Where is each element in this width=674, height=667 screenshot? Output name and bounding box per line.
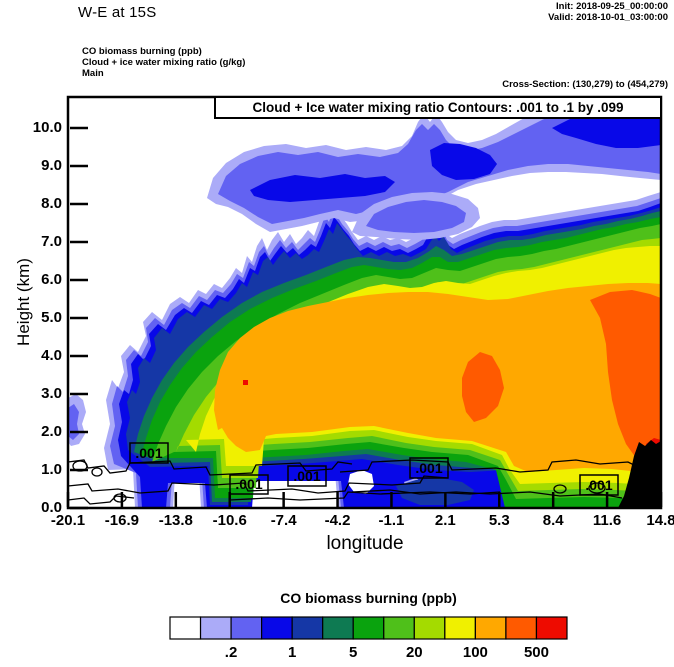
- colorbar-cell: [261, 616, 293, 640]
- colorbar-cell: [230, 616, 263, 640]
- cloud-ice-contour-line: [67, 475, 449, 494]
- colorbar-cell: [505, 616, 538, 640]
- y-tick-label: 0.0: [41, 499, 62, 516]
- x-axis-title: longitude: [326, 533, 404, 554]
- x-tick-label: 8.4: [542, 512, 564, 529]
- cloud-ice-contour-loop: [113, 493, 127, 503]
- y-tick-label: 10.0: [32, 119, 62, 136]
- x-tick-label: 11.6: [592, 512, 622, 529]
- contour-label: .001: [585, 477, 612, 493]
- cloud-ice-contour-line: [67, 495, 135, 505]
- co-hotspot-dot: [243, 380, 248, 385]
- surface-navy-core: [396, 478, 474, 505]
- colorbar-cell: [535, 616, 568, 640]
- valid-timestamp: Valid: 2018-10-01_03:00:00: [548, 12, 668, 23]
- y-tick-label: 9.0: [41, 157, 62, 174]
- x-tick-label: -7.4: [270, 512, 297, 529]
- x-tick-label: -1.1: [378, 512, 405, 529]
- contour-label-box: [129, 442, 169, 464]
- grid-label: Main: [82, 68, 104, 79]
- contour-label-box: [579, 474, 619, 496]
- init-timestamp: Init: 2018-09-25_00:00:00: [556, 1, 668, 12]
- cloud-ice-contour-loop: [91, 467, 103, 477]
- x-tick-label: -4.2: [324, 512, 351, 529]
- y-tick-label: 5.0: [41, 309, 62, 326]
- colorbar-cell: [474, 616, 507, 640]
- colorbar-label: 100: [462, 644, 488, 661]
- colorbar-cell: [199, 616, 232, 640]
- y-tick-label: 4.0: [41, 347, 62, 364]
- y-tick-label: 6.0: [41, 271, 62, 288]
- colorbar-cell: [444, 616, 476, 640]
- colorbar-label: 500: [523, 644, 549, 661]
- contour-note-box: [214, 96, 662, 119]
- y-tick-label: 3.0: [41, 385, 62, 402]
- x-tick-label: -20.1: [50, 512, 86, 529]
- contour-label-box: [229, 474, 269, 495]
- x-tick-label: -13.8: [158, 512, 193, 529]
- colorbar-cell: [291, 616, 324, 640]
- colorbar-cell: [383, 616, 415, 640]
- cloud-ice-contour-line: [67, 459, 353, 476]
- y-tick-label: 8.0: [41, 195, 62, 212]
- contour-label: .001: [235, 476, 262, 492]
- cloud-ice-contour-line: [229, 491, 501, 501]
- colorbar-label: 5: [349, 644, 358, 661]
- x-tick-label: -10.6: [212, 512, 247, 529]
- contour-label: .001: [135, 445, 162, 461]
- y-tick-label: 1.0: [41, 461, 62, 478]
- cloud-ice-contour-loop: [588, 482, 606, 494]
- field-label-cloud-ice: Cloud + ice water mixing ratio (g/kg): [82, 57, 246, 68]
- contour-label-box: [287, 465, 327, 487]
- contour-label: .001: [415, 460, 442, 476]
- x-tick-label: -16.9: [104, 512, 139, 529]
- colorbar-label: 1: [287, 644, 297, 661]
- x-tick-label: 5.3: [488, 512, 510, 529]
- colorbar-title: CO biomass burning (ppb): [280, 590, 457, 606]
- cloud-ice-contour-loop: [553, 484, 567, 494]
- cloud-ice-contour-line: [339, 459, 641, 473]
- x-tick-label: 14.8: [646, 512, 674, 529]
- co-hotspot-east: [590, 290, 661, 470]
- cloud-band-blue-core-west: [250, 174, 395, 202]
- co-plume-level-10: [214, 283, 661, 472]
- colorbar-cell: [169, 616, 202, 640]
- cross-section-label: Cross-Section: (130,279) to (454,279): [502, 79, 668, 90]
- contour-label-box: [409, 457, 449, 479]
- page-title: W-E at 15S: [78, 4, 157, 21]
- contour-label: .001: [293, 468, 320, 484]
- x-tick-label: 2.1: [434, 512, 456, 529]
- y-tick-label: 2.0: [41, 423, 62, 440]
- cloud-band-mid-inner: [366, 200, 466, 233]
- colorbar-label: 20: [405, 644, 423, 661]
- colorbar-cell: [413, 616, 446, 640]
- colorbar-label: .2: [224, 644, 238, 661]
- colorbar-cell: [352, 616, 385, 640]
- terrain: [618, 440, 661, 508]
- field-label-co: CO biomass burning (ppb): [82, 46, 202, 57]
- y-tick-label: 7.0: [41, 233, 62, 250]
- cloud-band-blue-core-mid: [430, 143, 497, 180]
- co-hotspot-center: [462, 352, 504, 422]
- colorbar-cell: [322, 616, 354, 640]
- surface-white-pocket: [348, 470, 374, 494]
- contour-note: Cloud + Ice water mixing ratio Contours:…: [252, 100, 624, 115]
